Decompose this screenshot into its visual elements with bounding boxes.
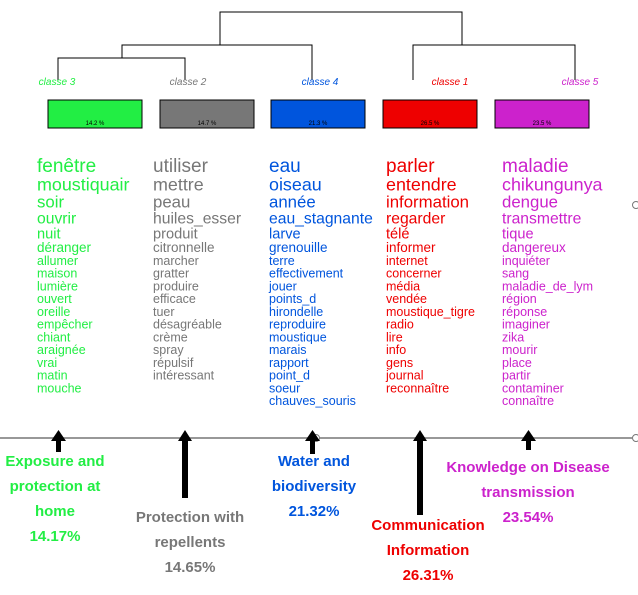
- class-word: grenouille: [269, 240, 328, 255]
- class-word: eau_stagnante: [269, 210, 373, 227]
- class-annotation: 14.65%: [165, 559, 216, 576]
- class-word: transmettre: [502, 210, 582, 227]
- class-word: entendre: [386, 174, 457, 194]
- class-word: ouvrir: [37, 210, 76, 227]
- class-word: regarder: [386, 210, 445, 227]
- class-annotation: 21.32%: [289, 503, 340, 520]
- dendrogram-tree: [58, 12, 575, 80]
- class-annotation: Information: [387, 542, 470, 559]
- class-percent: 21.3 %: [309, 121, 328, 127]
- class-word: citronnelle: [153, 240, 215, 255]
- class-annotation: 23.54%: [503, 509, 554, 526]
- class-word: chauves_souris: [269, 394, 356, 408]
- class-percent: 14.2 %: [86, 121, 105, 127]
- class-word: reconnaître: [386, 381, 449, 395]
- class-word: mettre: [153, 174, 204, 194]
- class-word: peau: [153, 192, 190, 211]
- class-annotation: protection at: [10, 478, 101, 495]
- class-word: soir: [37, 192, 64, 211]
- class-word: année: [269, 192, 316, 211]
- class-word: chikungunya: [502, 174, 603, 194]
- class-annotation: 26.31%: [403, 567, 454, 584]
- class-label: classe 2: [170, 77, 207, 88]
- class-annotation: transmission: [481, 484, 574, 501]
- class-annotation: home: [35, 503, 75, 520]
- class-annotation: biodiversity: [272, 478, 357, 495]
- class-annotation: Water and: [278, 453, 350, 470]
- class-word: dangereux: [502, 240, 566, 255]
- class-word: déranger: [37, 240, 92, 255]
- class-word: intéressant: [153, 369, 215, 383]
- class-label: classe 4: [302, 77, 339, 88]
- class-annotation: repellents: [155, 534, 226, 551]
- class-label: classe 1: [432, 77, 469, 88]
- class-word: information: [386, 192, 469, 211]
- class-annotation: Exposure and: [5, 453, 104, 470]
- class-label: classe 5: [562, 77, 599, 88]
- class-percent: 14.7 %: [198, 121, 217, 127]
- class-annotation: 14.17%: [30, 528, 81, 545]
- class-annotation: Knowledge on Disease: [446, 459, 609, 476]
- class-annotation: Protection with: [136, 509, 244, 526]
- class-word: dengue: [502, 192, 558, 211]
- class-annotation: Communication: [371, 517, 484, 534]
- class-word: moustiquair: [37, 174, 130, 194]
- class-word: huiles_esser: [153, 210, 241, 227]
- class-label: classe 3: [39, 77, 76, 88]
- class-percent: 26.5 %: [421, 121, 440, 127]
- class-word: connaître: [502, 394, 554, 408]
- class-word: oiseau: [269, 174, 322, 194]
- class-word: mouche: [37, 381, 82, 395]
- class-percent: 23.5 %: [533, 121, 552, 127]
- class-word: informer: [386, 240, 436, 255]
